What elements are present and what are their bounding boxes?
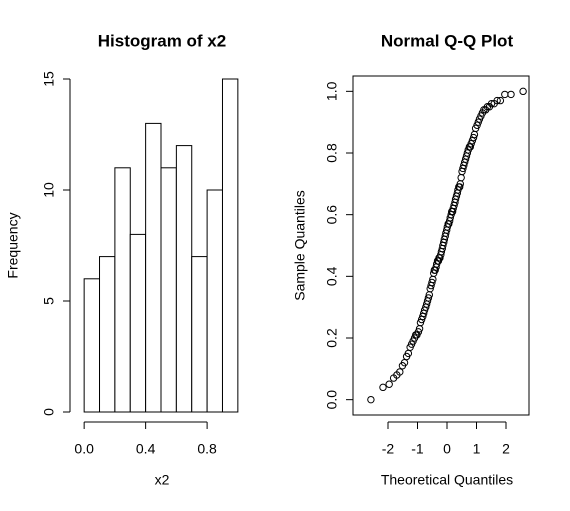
bar xyxy=(221,78,239,413)
point xyxy=(428,278,436,287)
bar xyxy=(160,167,177,413)
x-tick-label: -1 xyxy=(411,441,424,457)
y-tick-label: 0.8 xyxy=(324,143,340,163)
x-tick-label: 2 xyxy=(502,441,510,457)
y-tick-label: 1.0 xyxy=(324,81,340,101)
point xyxy=(519,87,527,96)
x-tick-label: 0 xyxy=(443,441,451,457)
point xyxy=(424,294,433,302)
point xyxy=(487,99,496,108)
bar xyxy=(175,145,193,413)
bar xyxy=(99,256,116,413)
bar xyxy=(83,278,101,413)
y-axis-label: Sample Quantiles xyxy=(292,190,308,301)
point xyxy=(493,96,501,105)
bar xyxy=(129,233,147,413)
point xyxy=(455,183,464,191)
point xyxy=(496,96,505,105)
point xyxy=(379,383,387,392)
y-tick-label: 10 xyxy=(41,182,57,198)
chart-title: Normal Q-Q Plot xyxy=(381,31,514,50)
bar xyxy=(191,256,208,413)
y-tick-label: 0 xyxy=(41,408,57,416)
point xyxy=(457,173,465,182)
x-tick-label: 0.0 xyxy=(74,441,94,457)
y-tick-label: 5 xyxy=(41,297,57,305)
point xyxy=(469,133,478,142)
point xyxy=(501,90,509,99)
x-axis-label: x2 xyxy=(155,472,170,488)
x-tick-label: 1 xyxy=(473,441,481,457)
bar xyxy=(114,167,131,413)
x-tick-label: 0.8 xyxy=(197,441,217,457)
x-tick-label: -2 xyxy=(382,441,395,457)
x-axis-label: Theoretical Quantiles xyxy=(381,472,513,488)
point xyxy=(396,368,404,376)
chart-title: Histogram of x2 xyxy=(98,31,226,50)
point xyxy=(367,395,375,404)
point xyxy=(507,90,515,99)
point xyxy=(385,380,393,388)
y-tick-label: 0.6 xyxy=(324,205,340,225)
y-tick-label: 0.0 xyxy=(324,390,340,410)
y-axis-label: Frequency xyxy=(5,212,21,278)
y-tick-label: 15 xyxy=(41,71,57,87)
bar xyxy=(206,189,223,413)
y-tick-label: 0.2 xyxy=(324,328,340,348)
y-tick-label: 0.4 xyxy=(324,266,340,286)
x-tick-label: 0.4 xyxy=(136,441,156,457)
bar xyxy=(145,122,162,413)
